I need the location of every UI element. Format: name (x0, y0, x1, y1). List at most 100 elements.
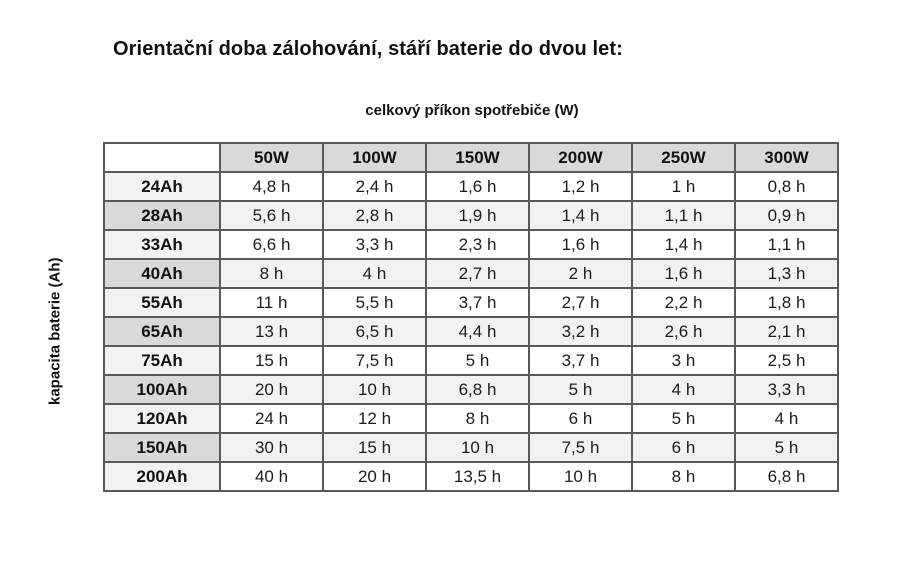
value-cell: 15 h (219, 345, 324, 376)
value-cell: 4,8 h (219, 171, 324, 202)
value-cell: 8 h (425, 403, 530, 434)
value-cell: 3,7 h (528, 345, 633, 376)
value-cell: 0,8 h (734, 171, 839, 202)
value-cell: 6,8 h (425, 374, 530, 405)
table-row: 55Ah 11 h 5,5 h 3,7 h 2,7 h 2,2 h 1,8 h (103, 287, 839, 318)
value-cell: 7,5 h (528, 432, 633, 463)
table-header-row: 50W 100W 150W 200W 250W 300W (103, 142, 839, 173)
value-cell: 2,7 h (425, 258, 530, 289)
value-cell: 1,4 h (631, 229, 736, 260)
value-cell: 1,8 h (734, 287, 839, 318)
table-row: 33Ah 6,6 h 3,3 h 2,3 h 1,6 h 1,4 h 1,1 h (103, 229, 839, 260)
column-header: 300W (734, 142, 839, 173)
value-cell: 5 h (528, 374, 633, 405)
value-cell: 6,8 h (734, 461, 839, 492)
value-cell: 3 h (631, 345, 736, 376)
row-label: 150Ah (103, 432, 221, 463)
value-cell: 12 h (322, 403, 427, 434)
value-cell: 3,3 h (734, 374, 839, 405)
value-cell: 2,5 h (734, 345, 839, 376)
column-header: 250W (631, 142, 736, 173)
value-cell: 24 h (219, 403, 324, 434)
value-cell: 2,3 h (425, 229, 530, 260)
value-cell: 4 h (734, 403, 839, 434)
value-cell: 1 h (631, 171, 736, 202)
row-label: 65Ah (103, 316, 221, 347)
value-cell: 2,2 h (631, 287, 736, 318)
column-header: 200W (528, 142, 633, 173)
value-cell: 6,5 h (322, 316, 427, 347)
column-header: 100W (322, 142, 427, 173)
value-cell: 4,4 h (425, 316, 530, 347)
value-cell: 1,3 h (734, 258, 839, 289)
value-cell: 2 h (528, 258, 633, 289)
value-cell: 20 h (322, 461, 427, 492)
value-cell: 5 h (734, 432, 839, 463)
value-cell: 6 h (631, 432, 736, 463)
value-cell: 3,7 h (425, 287, 530, 318)
value-cell: 5,6 h (219, 200, 324, 231)
row-label: 100Ah (103, 374, 221, 405)
value-cell: 2,7 h (528, 287, 633, 318)
value-cell: 1,9 h (425, 200, 530, 231)
value-cell: 1,4 h (528, 200, 633, 231)
row-label: 200Ah (103, 461, 221, 492)
table-head: 50W 100W 150W 200W 250W 300W (103, 142, 839, 173)
value-cell: 0,9 h (734, 200, 839, 231)
value-cell: 13,5 h (425, 461, 530, 492)
row-axis-title: kapacita baterie (Ah) (46, 257, 64, 405)
value-cell: 2,1 h (734, 316, 839, 347)
value-cell: 10 h (322, 374, 427, 405)
column-header: 50W (219, 142, 324, 173)
page-title: Orientační doba zálohování, stáří bateri… (113, 38, 623, 60)
value-cell: 5 h (425, 345, 530, 376)
value-cell: 2,6 h (631, 316, 736, 347)
value-cell: 1,2 h (528, 171, 633, 202)
row-label: 55Ah (103, 287, 221, 318)
value-cell: 2,8 h (322, 200, 427, 231)
value-cell: 4 h (322, 258, 427, 289)
row-label: 24Ah (103, 171, 221, 202)
value-cell: 40 h (219, 461, 324, 492)
value-cell: 15 h (322, 432, 427, 463)
value-cell: 1,6 h (528, 229, 633, 260)
row-label: 120Ah (103, 403, 221, 434)
value-cell: 1,6 h (631, 258, 736, 289)
row-label: 33Ah (103, 229, 221, 260)
corner-cell (103, 142, 221, 173)
value-cell: 1,1 h (734, 229, 839, 260)
backup-time-table: 50W 100W 150W 200W 250W 300W 24Ah 4,8 h 2,4 h 1,… (103, 142, 839, 492)
column-header: 150W (425, 142, 530, 173)
value-cell: 4 h (631, 374, 736, 405)
value-cell: 6 h (528, 403, 633, 434)
value-cell: 20 h (219, 374, 324, 405)
value-cell: 30 h (219, 432, 324, 463)
value-cell: 7,5 h (322, 345, 427, 376)
value-cell: 1,6 h (425, 171, 530, 202)
value-cell: 6,6 h (219, 229, 324, 260)
value-cell: 2,4 h (322, 171, 427, 202)
row-label: 40Ah (103, 258, 221, 289)
value-cell: 1,1 h (631, 200, 736, 231)
value-cell: 8 h (631, 461, 736, 492)
value-cell: 10 h (528, 461, 633, 492)
value-cell: 5 h (631, 403, 736, 434)
value-cell: 3,2 h (528, 316, 633, 347)
column-axis-title: celkový příkon spotřebiče (W) (365, 102, 579, 119)
row-label: 75Ah (103, 345, 221, 376)
value-cell: 5,5 h (322, 287, 427, 318)
value-cell: 10 h (425, 432, 530, 463)
value-cell: 3,3 h (322, 229, 427, 260)
value-cell: 11 h (219, 287, 324, 318)
row-label: 28Ah (103, 200, 221, 231)
value-cell: 8 h (219, 258, 324, 289)
value-cell: 13 h (219, 316, 324, 347)
